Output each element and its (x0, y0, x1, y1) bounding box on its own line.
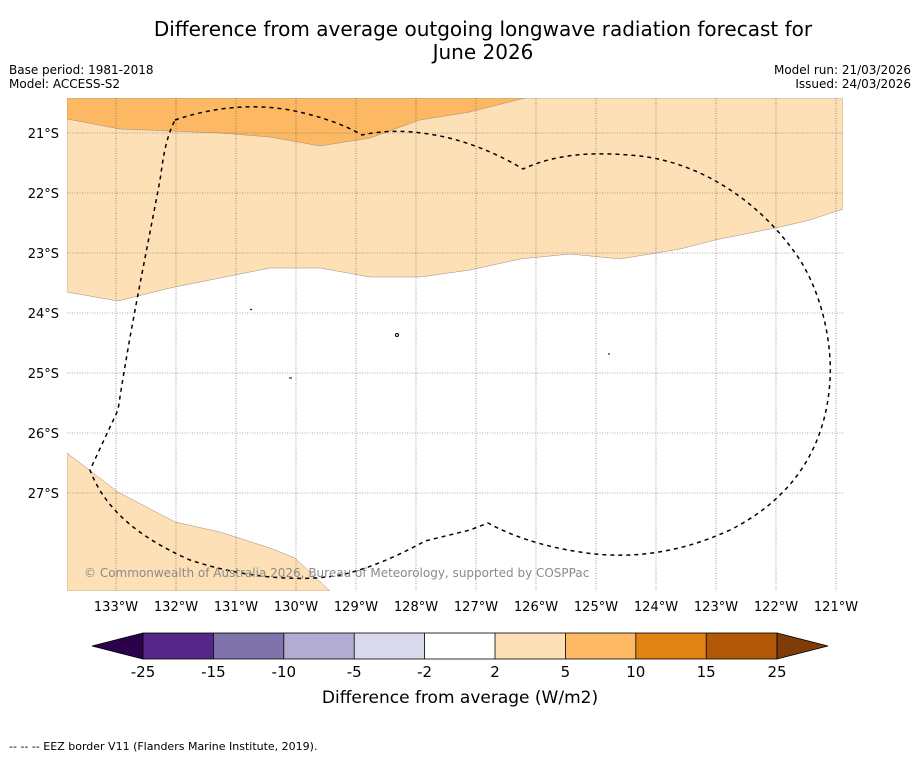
lon-label: 127°W (454, 600, 498, 615)
island-2 (395, 333, 399, 337)
island-1 (249, 308, 253, 311)
lat-label: 23°S (28, 247, 59, 262)
map-panel: © Commonwealth of Australia 2026, Bureau… (67, 98, 843, 591)
colorbar-tick-label: 2 (490, 663, 500, 681)
lon-label: 121°W (814, 600, 858, 615)
colorbar-outline (142, 632, 778, 660)
base-period: Base period: 1981-2018 (9, 63, 154, 77)
colorbar-segment (354, 633, 425, 659)
lat-label: 24°S (28, 307, 59, 322)
lon-label: 122°W (754, 600, 798, 615)
lat-label: 21°S (28, 127, 59, 142)
colorbar-tick-label: -25 (131, 663, 156, 681)
lon-label: 124°W (634, 600, 678, 615)
islands (249, 308, 610, 379)
colorbar-tick-label: -2 (417, 663, 432, 681)
map-title: Difference from average outgoing longwav… (0, 18, 919, 64)
eez-border (89, 106, 832, 580)
lon-label: 123°W (694, 600, 738, 615)
colorbar-tick-label: 5 (561, 663, 571, 681)
colorbar-tick-label: -5 (347, 663, 362, 681)
colorbar-tick-label: -10 (272, 663, 297, 681)
colorbar-segment (143, 633, 214, 659)
colorbar-tick-labels: -25 -15 -10 -5 -2 2 5 10 15 25 (131, 663, 787, 681)
colorbar-tick-label: 25 (767, 663, 786, 681)
lon-label: 128°W (394, 600, 438, 615)
colorbar-tick-marks (212, 633, 707, 659)
anomaly-region-5-to-10 (67, 98, 526, 147)
latitude-labels: 21°S 22°S 23°S 24°S 25°S 26°S 27°S (28, 127, 59, 502)
title-line-1: Difference from average outgoing longwav… (153, 17, 813, 41)
colorbar-segment (495, 633, 566, 659)
colorbar-segment (283, 633, 355, 659)
model-run: Model run: 21/03/2026 (773, 63, 911, 77)
anomaly-region-2-to-5 (67, 98, 843, 302)
forecast-info-right: Model run: 21/03/2026 Issued: 24/03/2026 (774, 63, 911, 91)
colorbar-tick-label: 10 (626, 663, 645, 681)
lon-label: 133°W (94, 600, 138, 615)
colorbar-extend-max (776, 632, 829, 660)
copyright-notice: © Commonwealth of Australia 2026, Bureau… (84, 566, 589, 580)
colorbar-label: Difference from average (W/m2) (322, 688, 598, 708)
lon-label: 125°W (574, 600, 618, 615)
lon-label: 129°W (334, 600, 378, 615)
model-name: Model: ACCESS-S2 (9, 77, 121, 91)
colorbar-tick-label: -15 (201, 663, 226, 681)
colorbar: -25 -15 -10 -5 -2 2 5 10 15 25 Differenc… (91, 632, 829, 708)
lon-label: 130°W (274, 600, 318, 615)
issued-date: Issued: 24/03/2026 (795, 77, 911, 91)
title-line-2: June 2026 (432, 40, 534, 64)
forecast-info-left: Base period: 1981-2018 Model: ACCESS-S2 (9, 63, 154, 91)
graticule (67, 98, 843, 591)
lat-label: 27°S (28, 487, 59, 502)
colorbar-segment (635, 633, 707, 659)
anomaly-region-southwest (67, 452, 331, 591)
colorbar-segment (424, 633, 495, 659)
lon-label: 126°W (514, 600, 558, 615)
colorbar-segment (565, 633, 636, 659)
lat-label: 26°S (28, 427, 59, 442)
lat-label: 22°S (28, 187, 59, 202)
colorbar-tick-label: 15 (697, 663, 716, 681)
colorbar-segment (213, 633, 284, 659)
lon-label: 132°W (154, 600, 198, 615)
colorbar-segment (706, 633, 777, 659)
colorbar-extend-min (91, 632, 144, 660)
eez-legend: -- -- -- EEZ border V11 (Flanders Marine… (9, 740, 318, 753)
lat-label: 25°S (28, 367, 59, 382)
lon-label: 131°W (214, 600, 258, 615)
longitude-labels: 133°W 132°W 131°W 130°W 129°W 128°W 127°… (94, 600, 858, 615)
